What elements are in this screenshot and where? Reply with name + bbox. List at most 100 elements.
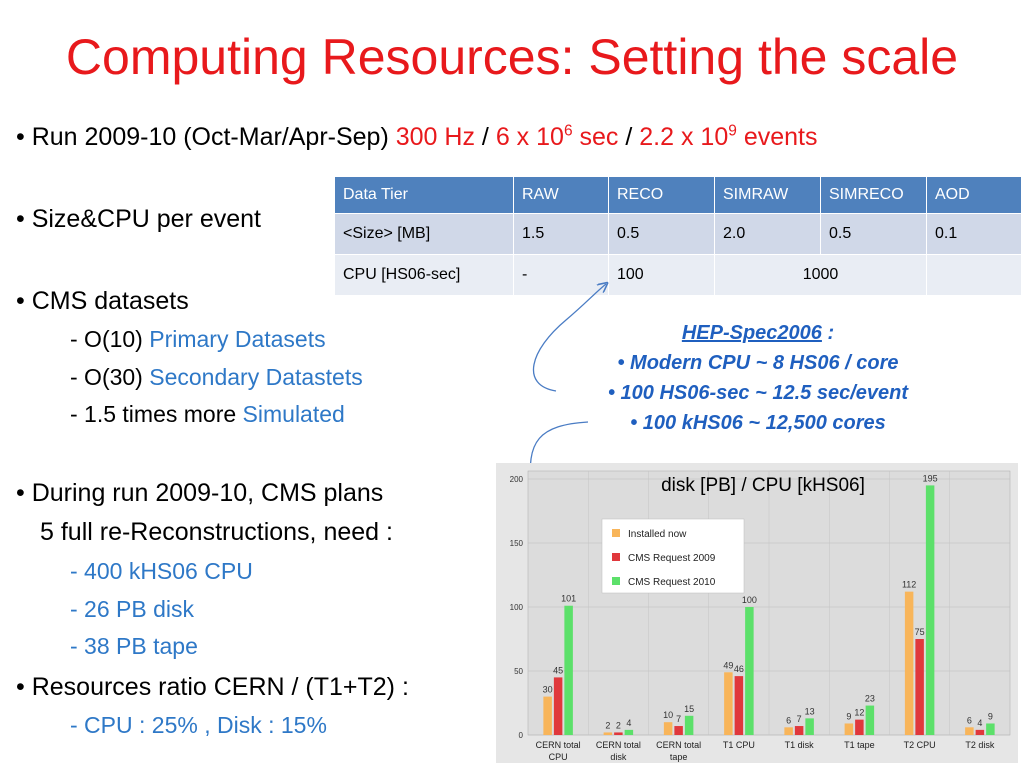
- y-axis: 0 50 100 150 200: [510, 475, 524, 740]
- run-events: 2.2 x 109 events: [639, 122, 818, 151]
- bar: [975, 729, 985, 735]
- y-tick-label: 200: [510, 475, 524, 484]
- bar: [603, 732, 613, 735]
- need-cpu: - 400 kHS06 CPU: [70, 558, 253, 584]
- data-label: 4: [977, 718, 982, 728]
- x-tick-label: tape: [670, 752, 688, 762]
- x-axis: CERN total CPU CERN total disk CERN total tap…: [536, 740, 995, 762]
- table-cell: CPU [HS06-sec]: [334, 254, 514, 296]
- run-time: 6 x 106 sec: [495, 122, 619, 151]
- bar: [865, 705, 875, 735]
- hep-spec-box: HEP-Spec2006 : • Modern CPU ~ 8 HS06 / c…: [548, 318, 968, 438]
- legend-swatch: [612, 577, 620, 585]
- bar: [844, 723, 854, 735]
- hep-spec-line: • 100 HS06-sec ~ 12.5 sec/event: [608, 382, 908, 404]
- bar: [734, 676, 744, 735]
- x-tick-label: CERN total: [536, 740, 581, 750]
- run-sep1: /: [481, 123, 489, 151]
- table-header: AOD: [926, 176, 1022, 214]
- legend: Installed now CMS Request 2009 CMS Request…: [601, 518, 745, 594]
- data-label: 12: [854, 708, 864, 718]
- data-label: 9: [846, 711, 851, 721]
- bar: [663, 722, 673, 735]
- size-cpu-bullet: • Size&CPU per event: [16, 205, 261, 233]
- bar: [553, 677, 563, 735]
- x-tick-label: CERN total: [596, 740, 641, 750]
- table-cell: 2.0: [714, 213, 821, 255]
- data-tier-table: Data Tier RAW RECO SIMRAW SIMRECO AOD <S…: [334, 176, 1022, 296]
- table-header-row: Data Tier RAW RECO SIMRAW SIMRECO AOD: [334, 176, 1022, 214]
- run-bullet: • Run 2009-10 (Oct-Mar/Apr-Sep) 300 Hz /…: [16, 122, 818, 151]
- data-label: 10: [663, 710, 673, 720]
- table-cell: 0.5: [820, 213, 927, 255]
- table-header: SIMRECO: [820, 176, 927, 214]
- legend-label: Installed now: [628, 529, 687, 540]
- bar: [805, 718, 814, 735]
- hep-spec-line: • 100 kHS06 ~ 12,500 cores: [630, 412, 886, 434]
- bar: [794, 726, 804, 735]
- bar: [925, 485, 935, 735]
- data-label: 6: [967, 715, 972, 725]
- legend-label: CMS Request 2010: [628, 577, 716, 588]
- ratio-value: - CPU : 25% , Disk : 15%: [70, 712, 327, 738]
- data-label: 2: [605, 720, 610, 730]
- x-tick-label: T2 disk: [965, 740, 995, 750]
- table-cell: -: [513, 254, 609, 296]
- data-label: 195: [923, 473, 938, 483]
- data-label: 9: [988, 711, 993, 721]
- table-row: <Size> [MB] 1.5 0.5 2.0 0.5 0.1: [334, 213, 1022, 255]
- y-tick-label: 150: [510, 539, 524, 548]
- x-tick-label: CPU: [549, 752, 568, 762]
- x-tick-label: CERN total: [656, 740, 701, 750]
- table-cell: 1000: [714, 254, 927, 296]
- legend-box: [601, 518, 745, 594]
- x-tick-label: disk: [610, 752, 627, 762]
- bar: [986, 723, 995, 735]
- table-cell: 100: [608, 254, 715, 296]
- data-label: 101: [561, 594, 576, 604]
- x-tick-label: T2 CPU: [904, 740, 936, 750]
- data-label: 46: [734, 664, 744, 674]
- hep-spec-line: • Modern CPU ~ 8 HS06 / core: [617, 352, 899, 374]
- table-header: Data Tier: [334, 176, 514, 214]
- data-label: 2: [616, 720, 621, 730]
- y-tick-label: 50: [514, 667, 523, 676]
- x-tick-label: T1 tape: [844, 740, 875, 750]
- plans-bullet: • During run 2009-10, CMS plans: [16, 479, 384, 507]
- run-sep2: /: [625, 123, 633, 151]
- hep-spec-title: HEP-Spec2006 :: [681, 322, 835, 344]
- x-tick-label: T1 CPU: [723, 740, 755, 750]
- legend-label: CMS Request 2009: [628, 553, 716, 564]
- need-tape: - 38 PB tape: [70, 633, 198, 659]
- chart-title: disk [PB] / CPU [kHS06]: [661, 475, 865, 496]
- y-tick-label: 0: [519, 731, 524, 740]
- table-cell: 0.5: [608, 213, 715, 255]
- data-label: 7: [676, 714, 681, 724]
- bar: [614, 732, 623, 735]
- table-header: RECO: [608, 176, 715, 214]
- table-cell: <Size> [MB]: [334, 213, 514, 255]
- ratio-bullet: • Resources ratio CERN / (T1+T2) :: [16, 673, 409, 701]
- plans-line2: 5 full re-Reconstructions, need :: [40, 518, 393, 546]
- data-label: 15: [684, 704, 694, 714]
- bar: [684, 715, 694, 735]
- run-rate: 300 Hz: [395, 123, 475, 151]
- data-label: 23: [865, 694, 875, 704]
- y-tick-label: 100: [510, 603, 524, 612]
- data-label: 112: [902, 580, 916, 590]
- data-label: 100: [742, 595, 757, 605]
- table-cell: 0.1: [926, 213, 1022, 255]
- table-header: SIMRAW: [714, 176, 821, 214]
- data-label: 45: [553, 665, 563, 675]
- legend-swatch: [612, 553, 620, 561]
- need-disk: - 26 PB disk: [70, 596, 194, 622]
- data-label: 13: [805, 706, 815, 716]
- bar: [543, 696, 552, 735]
- run-text: Run 2009-10 (Oct-Mar/Apr-Sep): [31, 123, 389, 151]
- bar: [915, 639, 924, 735]
- data-label: 7: [797, 714, 802, 724]
- bar: [904, 591, 914, 735]
- data-label: 4: [626, 718, 631, 728]
